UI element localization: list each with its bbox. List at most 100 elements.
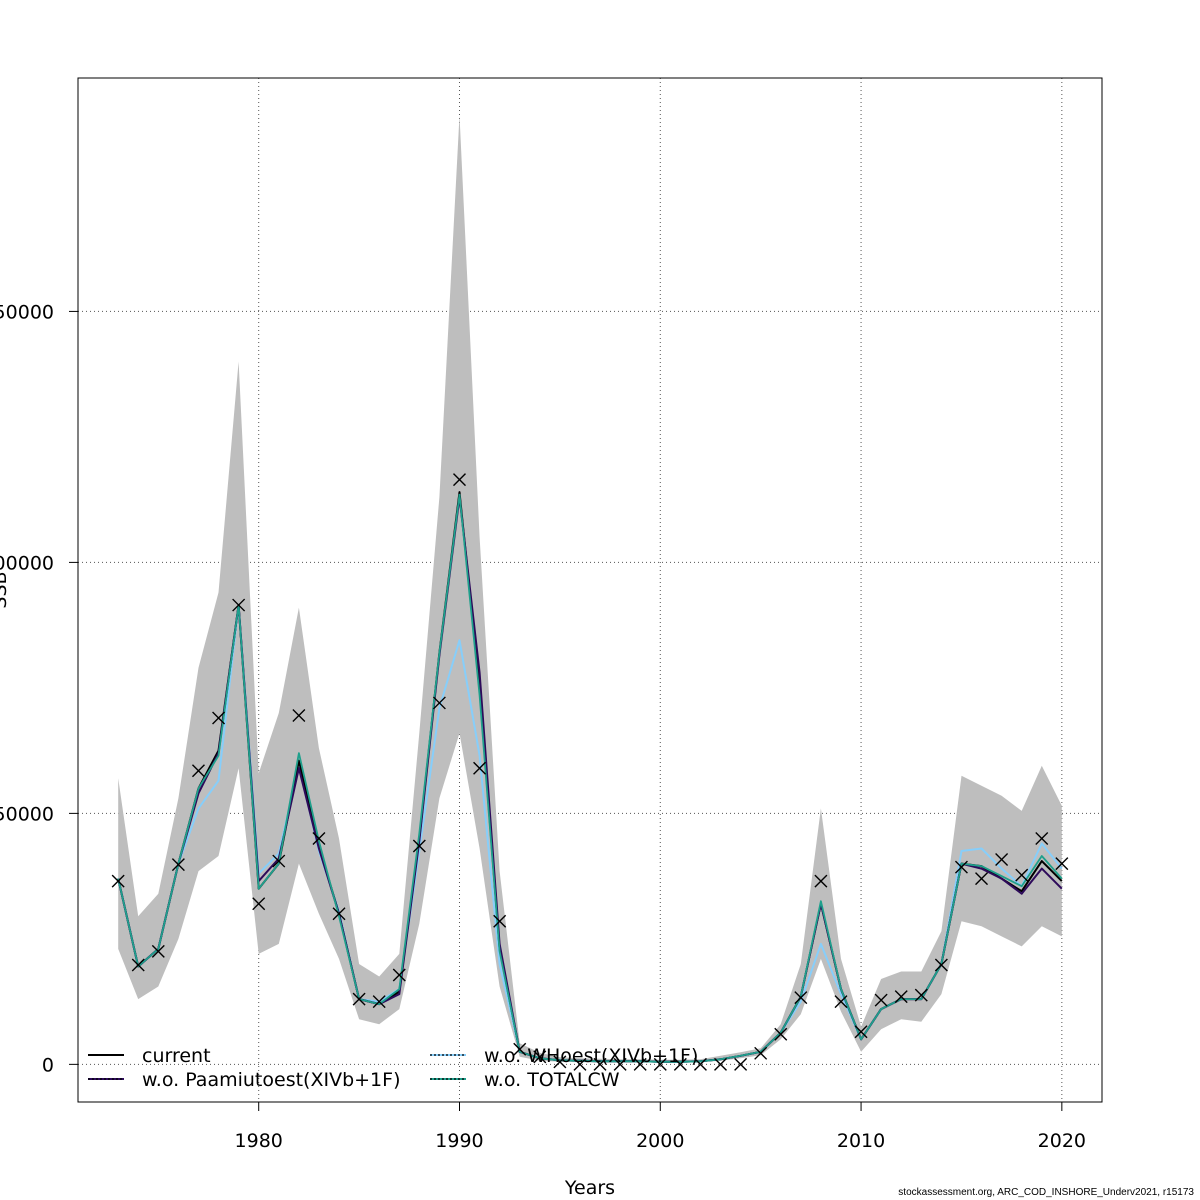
- y-axis-ticks: 0 50000 100000 150000: [0, 301, 78, 1076]
- observation-marker: [553, 1055, 567, 1069]
- observation-marker-stroke: [292, 708, 306, 722]
- observation-marker: [954, 860, 968, 874]
- observation-marker-stroke: [593, 1057, 607, 1071]
- observation-marker: [874, 993, 888, 1007]
- y-tick-label: 100000: [0, 552, 54, 574]
- observation-marker: [573, 1057, 587, 1071]
- observation-marker-stroke: [131, 958, 145, 972]
- observation-marker: [151, 944, 165, 958]
- observation-marker: [513, 1042, 527, 1056]
- observation-marker: [272, 854, 286, 868]
- observation-marker-stroke: [312, 831, 326, 845]
- x-tick-label: 2000: [636, 1130, 684, 1152]
- observation-marker-stroke: [714, 1057, 728, 1071]
- observation-marker: [673, 1057, 687, 1071]
- observation-marker-stroke: [352, 992, 366, 1006]
- observation-marker-stroke: [814, 874, 828, 888]
- observation-marker: [613, 1057, 627, 1071]
- legend-entry: w.o. WHoest(XIVb+1F): [430, 1045, 698, 1067]
- observation-marker-stroke: [754, 1046, 768, 1060]
- observation-marker-stroke: [171, 858, 185, 872]
- observation-marker: [854, 1025, 868, 1039]
- observation-marker-stroke: [794, 991, 808, 1005]
- observation-marker-stroke: [573, 1057, 587, 1071]
- observation-marker: [734, 1057, 748, 1071]
- y-tick-label: 150000: [0, 301, 54, 323]
- observation-marker-stroke: [452, 473, 466, 487]
- observation-marker: [171, 858, 185, 872]
- observation-marker: [131, 958, 145, 972]
- observation-marker: [212, 711, 226, 725]
- observation-marker: [432, 696, 446, 710]
- observation-marker-stroke: [412, 839, 426, 853]
- observation-marker-stroke: [653, 1057, 667, 1071]
- x-axis-ticks: 1980 1990 2000 2010 2020: [235, 1102, 1086, 1152]
- legend-entry: w.o. TOTALCW: [430, 1069, 620, 1091]
- observation-marker-stroke: [1015, 868, 1029, 882]
- observation-marker: [412, 839, 426, 853]
- legend-entry: current: [88, 1045, 211, 1067]
- observation-marker-stroke: [553, 1055, 567, 1069]
- legend-entry: w.o. Paamiutoest(XIVb+1F): [88, 1069, 400, 1091]
- observation-marker-stroke: [212, 711, 226, 725]
- observation-marker: [794, 991, 808, 1005]
- observation-marker-stroke: [673, 1057, 687, 1071]
- observation-marker: [714, 1057, 728, 1071]
- observation-marker: [934, 958, 948, 972]
- observation-marker-stroke: [1055, 857, 1069, 871]
- observation-marker: [995, 853, 1009, 867]
- observation-marker-stroke: [392, 968, 406, 982]
- legend-label: current: [142, 1045, 211, 1067]
- observation-marker-stroke: [1035, 831, 1049, 845]
- observation-marker: [232, 598, 246, 612]
- observation-marker: [191, 764, 205, 778]
- observation-marker: [111, 874, 125, 888]
- y-tick-label: 50000: [0, 803, 54, 825]
- observation-marker: [1055, 857, 1069, 871]
- observation-marker: [693, 1057, 707, 1071]
- observation-marker-stroke: [191, 764, 205, 778]
- footer-note: stockassessment.org, ARC_COD_INSHORE_Und…: [898, 1187, 1194, 1198]
- observation-marker: [834, 995, 848, 1009]
- observation-marker: [372, 995, 386, 1009]
- legend-label: w.o. TOTALCW: [484, 1069, 620, 1091]
- x-tick-label: 1980: [235, 1130, 283, 1152]
- observation-marker-stroke: [473, 761, 487, 775]
- observation-marker-stroke: [894, 990, 908, 1004]
- observation-marker-stroke: [252, 897, 266, 911]
- observation-marker: [1035, 831, 1049, 845]
- observation-marker: [894, 990, 908, 1004]
- observation-marker: [633, 1057, 647, 1071]
- observation-marker-stroke: [151, 944, 165, 958]
- observation-marker-stroke: [874, 993, 888, 1007]
- observation-marker: [754, 1046, 768, 1060]
- observation-marker-stroke: [272, 854, 286, 868]
- observation-marker: [653, 1057, 667, 1071]
- observation-marker: [252, 897, 266, 911]
- observation-marker: [814, 874, 828, 888]
- observation-marker: [1015, 868, 1029, 882]
- observation-marker: [493, 914, 507, 928]
- observation-marker-stroke: [372, 995, 386, 1009]
- observation-marker-stroke: [432, 696, 446, 710]
- observation-marker-stroke: [854, 1025, 868, 1039]
- observation-marker-stroke: [111, 874, 125, 888]
- observation-marker-stroke: [493, 914, 507, 928]
- observation-marker-stroke: [633, 1057, 647, 1071]
- y-axis-label: SSB: [0, 571, 11, 608]
- observation-marker: [392, 968, 406, 982]
- confidence-band: [118, 115, 1062, 1063]
- observation-marker: [975, 872, 989, 886]
- observation-marker-stroke: [975, 872, 989, 886]
- observation-marker: [533, 1050, 547, 1064]
- observation-marker-stroke: [734, 1057, 748, 1071]
- observation-marker: [352, 992, 366, 1006]
- observation-marker: [473, 761, 487, 775]
- observation-marker: [452, 473, 466, 487]
- observation-marker-stroke: [834, 995, 848, 1009]
- observation-marker: [332, 907, 346, 921]
- y-tick-label: 0: [42, 1054, 54, 1076]
- observation-marker-stroke: [954, 860, 968, 874]
